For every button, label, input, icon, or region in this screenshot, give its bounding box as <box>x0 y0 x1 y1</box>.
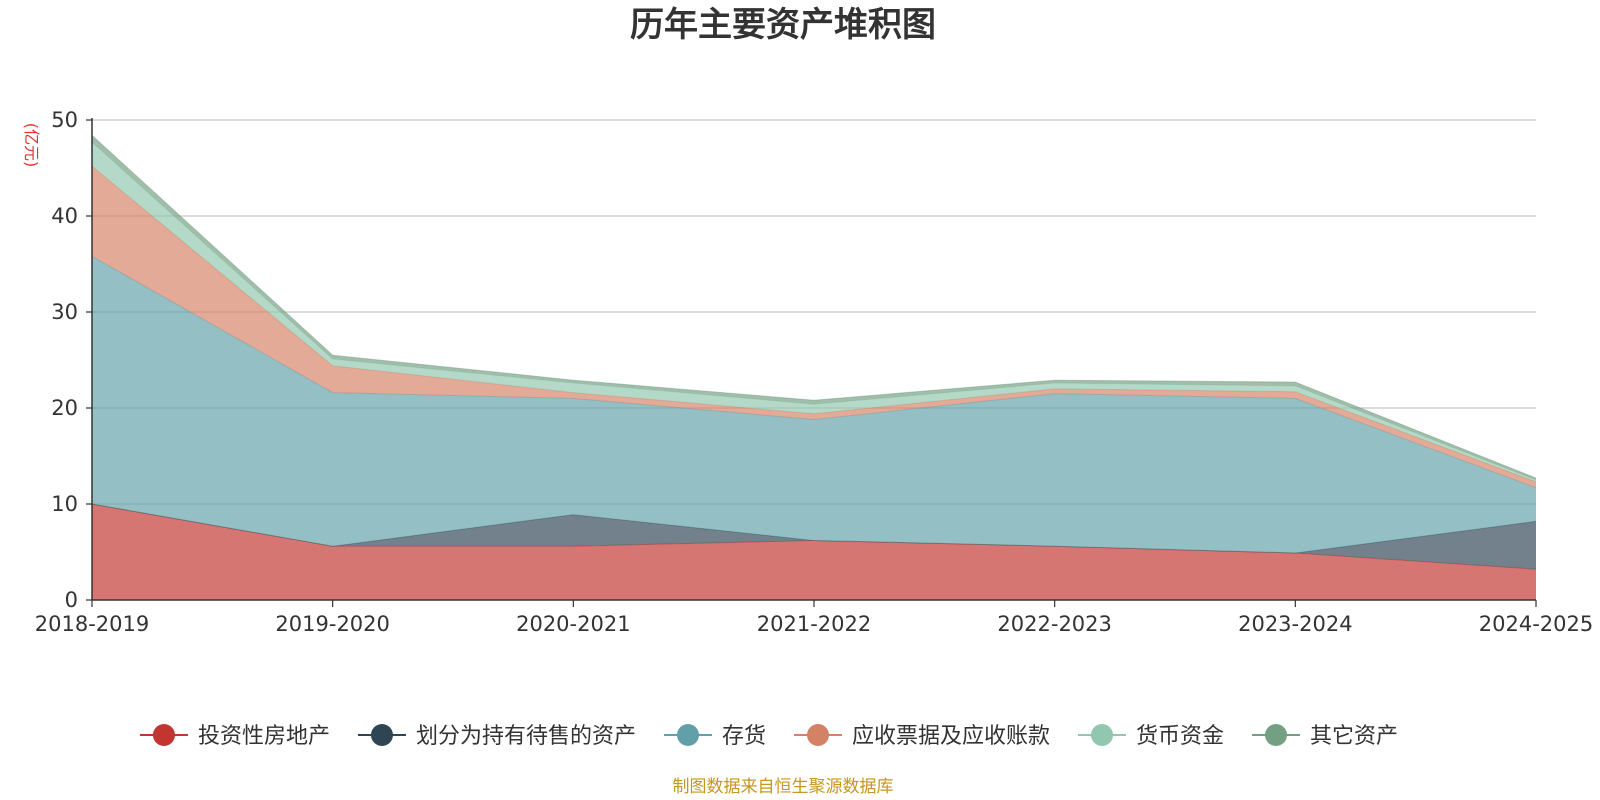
axes: 0 10 20 30 40 50 2018-2019 2019-2020 2020-2021 20… <box>35 108 1593 636</box>
legend-label: 投资性房地产 <box>198 724 330 749</box>
x-tick-label: 2023-2024 <box>1238 612 1352 636</box>
legend-marker <box>807 724 829 746</box>
legend-label: 应收票据及应收账款 <box>852 724 1050 749</box>
y-axis-unit-label: (亿元) <box>22 123 41 168</box>
x-tick-label: 2021-2022 <box>757 612 871 636</box>
legend-item-4[interactable]: 货币资金 <box>1078 724 1224 749</box>
x-tick-label: 2018-2019 <box>35 612 149 636</box>
legend-label: 货币资金 <box>1136 724 1224 749</box>
legend-marker <box>1265 724 1288 746</box>
x-tick-label: 2024-2025 <box>1479 612 1593 636</box>
area-series <box>91 135 1537 600</box>
legend-item-2[interactable]: 存货 <box>663 724 766 749</box>
legend-item-5[interactable]: 其它资产 <box>1252 724 1398 749</box>
legend-marker <box>370 724 393 746</box>
legend-label: 存货 <box>722 724 766 749</box>
legend-item-0[interactable]: 投资性房地产 <box>139 724 330 749</box>
x-tick-label: 2019-2020 <box>275 612 389 636</box>
legend-marker <box>676 724 699 746</box>
area-series-0 <box>92 504 1536 600</box>
legend-item-3[interactable]: 应收票据及应收账款 <box>794 724 1050 749</box>
legend-label: 划分为持有待售的资产 <box>416 724 636 749</box>
legend: 投资性房地产 划分为持有待售的资产 存货 应收票据及应收账款 货币资金 其它资产 <box>139 724 1398 749</box>
y-tick-label: 40 <box>51 204 78 228</box>
legend-label: 其它资产 <box>1310 724 1398 749</box>
x-tick-label: 2020-2021 <box>516 612 630 636</box>
source-note: 制图数据来自恒生聚源数据库 <box>673 777 894 797</box>
y-tick-label: 0 <box>65 588 78 612</box>
chart-title: 历年主要资产堆积图 <box>630 5 936 45</box>
legend-marker <box>152 724 175 746</box>
legend-item-1[interactable]: 划分为持有待售的资产 <box>357 724 636 749</box>
x-tick-label: 2022-2023 <box>997 612 1111 636</box>
legend-marker <box>1091 724 1114 746</box>
y-tick-label: 10 <box>51 492 78 516</box>
y-tick-label: 30 <box>51 300 78 324</box>
area-line-5 <box>91 135 1537 479</box>
area-series-2 <box>92 256 1536 553</box>
y-tick-label: 50 <box>51 108 78 132</box>
y-tick-label: 20 <box>51 396 78 420</box>
